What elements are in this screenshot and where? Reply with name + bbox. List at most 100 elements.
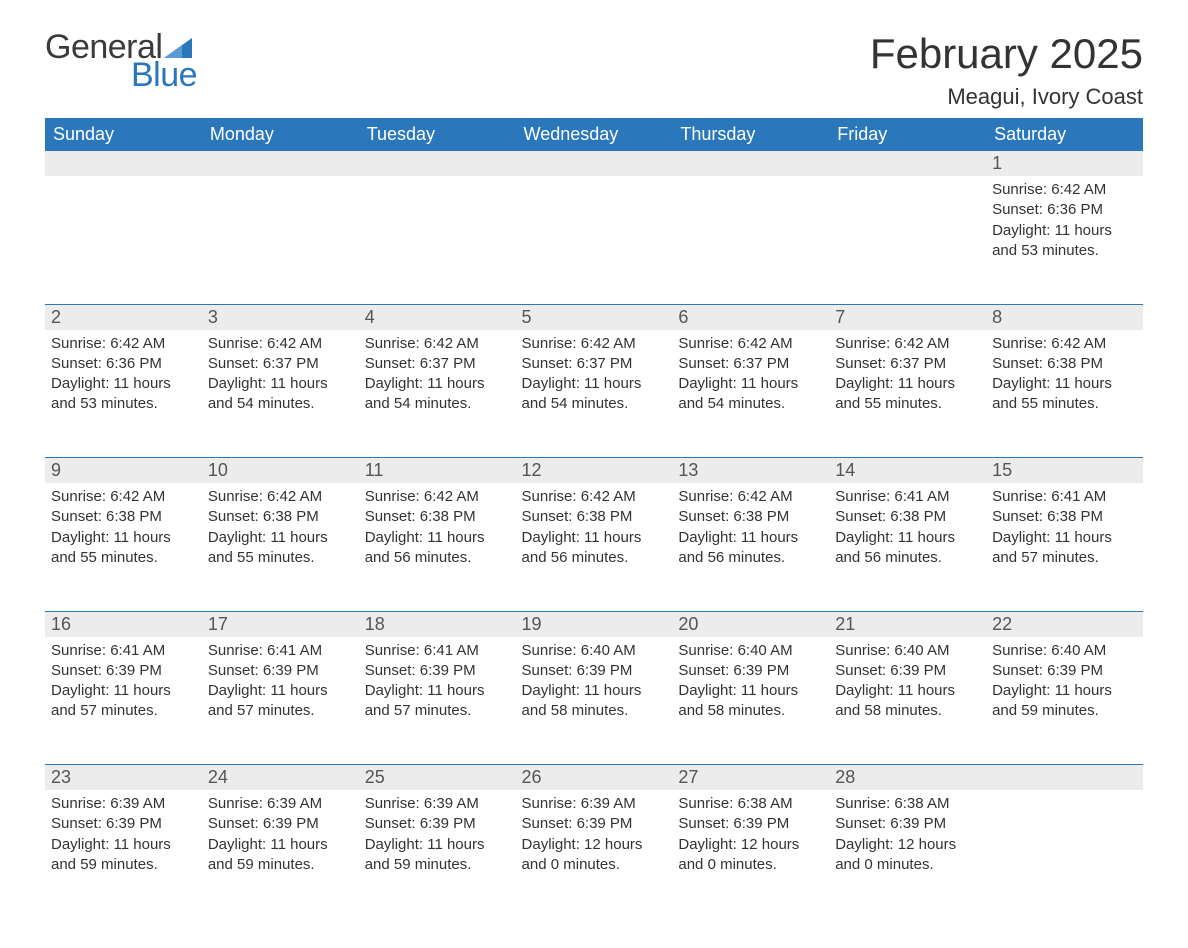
day-cell: Sunrise: 6:39 AMSunset: 6:39 PMDaylight:… bbox=[45, 790, 202, 918]
day-number-cell bbox=[45, 151, 202, 176]
daylight-text: Daylight: 11 hours and 58 minutes. bbox=[678, 681, 823, 722]
sunset-text: Sunset: 6:39 PM bbox=[992, 661, 1137, 681]
day-cell: Sunrise: 6:42 AMSunset: 6:38 PMDaylight:… bbox=[672, 483, 829, 611]
day-cell: Sunrise: 6:39 AMSunset: 6:39 PMDaylight:… bbox=[516, 790, 673, 918]
day-number: 3 bbox=[202, 305, 359, 330]
day-cell: Sunrise: 6:40 AMSunset: 6:39 PMDaylight:… bbox=[829, 637, 986, 765]
daylight-text: Daylight: 11 hours and 56 minutes. bbox=[678, 528, 823, 569]
weekday-header-row: Sunday Monday Tuesday Wednesday Thursday… bbox=[45, 118, 1143, 151]
day-number: 25 bbox=[359, 765, 516, 790]
day-cell bbox=[202, 176, 359, 304]
sunrise-text: Sunrise: 6:39 AM bbox=[51, 794, 196, 814]
day-number: 14 bbox=[829, 458, 986, 483]
day-number-cell bbox=[359, 151, 516, 176]
day-cell: Sunrise: 6:39 AMSunset: 6:39 PMDaylight:… bbox=[359, 790, 516, 918]
sunset-text: Sunset: 6:39 PM bbox=[365, 814, 510, 834]
day-number-cell bbox=[202, 151, 359, 176]
day-cell bbox=[516, 176, 673, 304]
day-number-cell bbox=[516, 151, 673, 176]
day-cell: Sunrise: 6:41 AMSunset: 6:38 PMDaylight:… bbox=[829, 483, 986, 611]
sunrise-text: Sunrise: 6:42 AM bbox=[208, 334, 353, 354]
day-cell: Sunrise: 6:42 AMSunset: 6:38 PMDaylight:… bbox=[359, 483, 516, 611]
sunset-text: Sunset: 6:38 PM bbox=[208, 507, 353, 527]
sunset-text: Sunset: 6:36 PM bbox=[992, 200, 1137, 220]
day-cell: Sunrise: 6:42 AMSunset: 6:38 PMDaylight:… bbox=[986, 330, 1143, 458]
day-cell: Sunrise: 6:42 AMSunset: 6:37 PMDaylight:… bbox=[829, 330, 986, 458]
day-number: 13 bbox=[672, 458, 829, 483]
sunrise-text: Sunrise: 6:41 AM bbox=[992, 487, 1137, 507]
day-number-cell: 13 bbox=[672, 458, 829, 483]
day-number-cell: 19 bbox=[516, 612, 673, 637]
day-number: 7 bbox=[829, 305, 986, 330]
sunset-text: Sunset: 6:39 PM bbox=[208, 661, 353, 681]
sunset-text: Sunset: 6:39 PM bbox=[51, 661, 196, 681]
weekday-header: Saturday bbox=[986, 118, 1143, 151]
day-number-cell: 10 bbox=[202, 458, 359, 483]
day-number-cell: 18 bbox=[359, 612, 516, 637]
day-cell: Sunrise: 6:42 AMSunset: 6:38 PMDaylight:… bbox=[45, 483, 202, 611]
sunrise-text: Sunrise: 6:38 AM bbox=[835, 794, 980, 814]
flag-icon bbox=[164, 38, 192, 58]
day-number-cell: 22 bbox=[986, 612, 1143, 637]
weekday-header: Thursday bbox=[672, 118, 829, 151]
sunset-text: Sunset: 6:37 PM bbox=[522, 354, 667, 374]
daylight-text: Daylight: 11 hours and 57 minutes. bbox=[992, 528, 1137, 569]
sunrise-text: Sunrise: 6:41 AM bbox=[51, 641, 196, 661]
day-cell: Sunrise: 6:40 AMSunset: 6:39 PMDaylight:… bbox=[516, 637, 673, 765]
day-number-cell: 14 bbox=[829, 458, 986, 483]
daylight-text: Daylight: 11 hours and 56 minutes. bbox=[835, 528, 980, 569]
daylight-text: Daylight: 11 hours and 53 minutes. bbox=[992, 221, 1137, 262]
sunset-text: Sunset: 6:38 PM bbox=[992, 354, 1137, 374]
day-number: 23 bbox=[45, 765, 202, 790]
daylight-text: Daylight: 11 hours and 57 minutes. bbox=[208, 681, 353, 722]
sunrise-text: Sunrise: 6:40 AM bbox=[678, 641, 823, 661]
daylight-text: Daylight: 11 hours and 55 minutes. bbox=[51, 528, 196, 569]
day-cell: Sunrise: 6:39 AMSunset: 6:39 PMDaylight:… bbox=[202, 790, 359, 918]
day-number-cell: 24 bbox=[202, 765, 359, 790]
day-number: 20 bbox=[672, 612, 829, 637]
day-number-cell bbox=[986, 765, 1143, 790]
day-cell: Sunrise: 6:42 AMSunset: 6:37 PMDaylight:… bbox=[516, 330, 673, 458]
day-number: 15 bbox=[986, 458, 1143, 483]
day-number: 28 bbox=[829, 765, 986, 790]
day-number-cell bbox=[829, 151, 986, 176]
day-cell bbox=[986, 790, 1143, 918]
daylight-text: Daylight: 12 hours and 0 minutes. bbox=[522, 835, 667, 876]
day-number-cell: 27 bbox=[672, 765, 829, 790]
sunset-text: Sunset: 6:37 PM bbox=[208, 354, 353, 374]
daylight-text: Daylight: 11 hours and 56 minutes. bbox=[522, 528, 667, 569]
daylight-text: Daylight: 11 hours and 58 minutes. bbox=[835, 681, 980, 722]
sunrise-text: Sunrise: 6:40 AM bbox=[992, 641, 1137, 661]
day-number-row: 1 bbox=[45, 151, 1143, 176]
sunset-text: Sunset: 6:37 PM bbox=[365, 354, 510, 374]
sunrise-text: Sunrise: 6:39 AM bbox=[208, 794, 353, 814]
day-number-cell: 1 bbox=[986, 151, 1143, 176]
sunrise-text: Sunrise: 6:42 AM bbox=[678, 487, 823, 507]
day-number: 17 bbox=[202, 612, 359, 637]
day-number: 10 bbox=[202, 458, 359, 483]
sunrise-text: Sunrise: 6:42 AM bbox=[678, 334, 823, 354]
day-cell bbox=[45, 176, 202, 304]
day-number-cell: 9 bbox=[45, 458, 202, 483]
brand-word-2: Blue bbox=[131, 58, 197, 92]
day-number-cell: 23 bbox=[45, 765, 202, 790]
day-number-cell: 25 bbox=[359, 765, 516, 790]
brand-logo: General Blue bbox=[45, 30, 197, 92]
day-number: 11 bbox=[359, 458, 516, 483]
sunrise-text: Sunrise: 6:38 AM bbox=[678, 794, 823, 814]
sunrise-text: Sunrise: 6:40 AM bbox=[835, 641, 980, 661]
day-number: 4 bbox=[359, 305, 516, 330]
sunrise-text: Sunrise: 6:42 AM bbox=[365, 334, 510, 354]
sunset-text: Sunset: 6:39 PM bbox=[365, 661, 510, 681]
daylight-text: Daylight: 11 hours and 56 minutes. bbox=[365, 528, 510, 569]
daylight-text: Daylight: 11 hours and 55 minutes. bbox=[208, 528, 353, 569]
sunset-text: Sunset: 6:38 PM bbox=[51, 507, 196, 527]
sunrise-text: Sunrise: 6:42 AM bbox=[992, 180, 1137, 200]
day-cell bbox=[359, 176, 516, 304]
day-cell: Sunrise: 6:40 AMSunset: 6:39 PMDaylight:… bbox=[986, 637, 1143, 765]
day-number-row: 232425262728 bbox=[45, 765, 1143, 790]
day-cell: Sunrise: 6:41 AMSunset: 6:38 PMDaylight:… bbox=[986, 483, 1143, 611]
sunrise-text: Sunrise: 6:39 AM bbox=[365, 794, 510, 814]
day-number-cell: 16 bbox=[45, 612, 202, 637]
day-number: 6 bbox=[672, 305, 829, 330]
